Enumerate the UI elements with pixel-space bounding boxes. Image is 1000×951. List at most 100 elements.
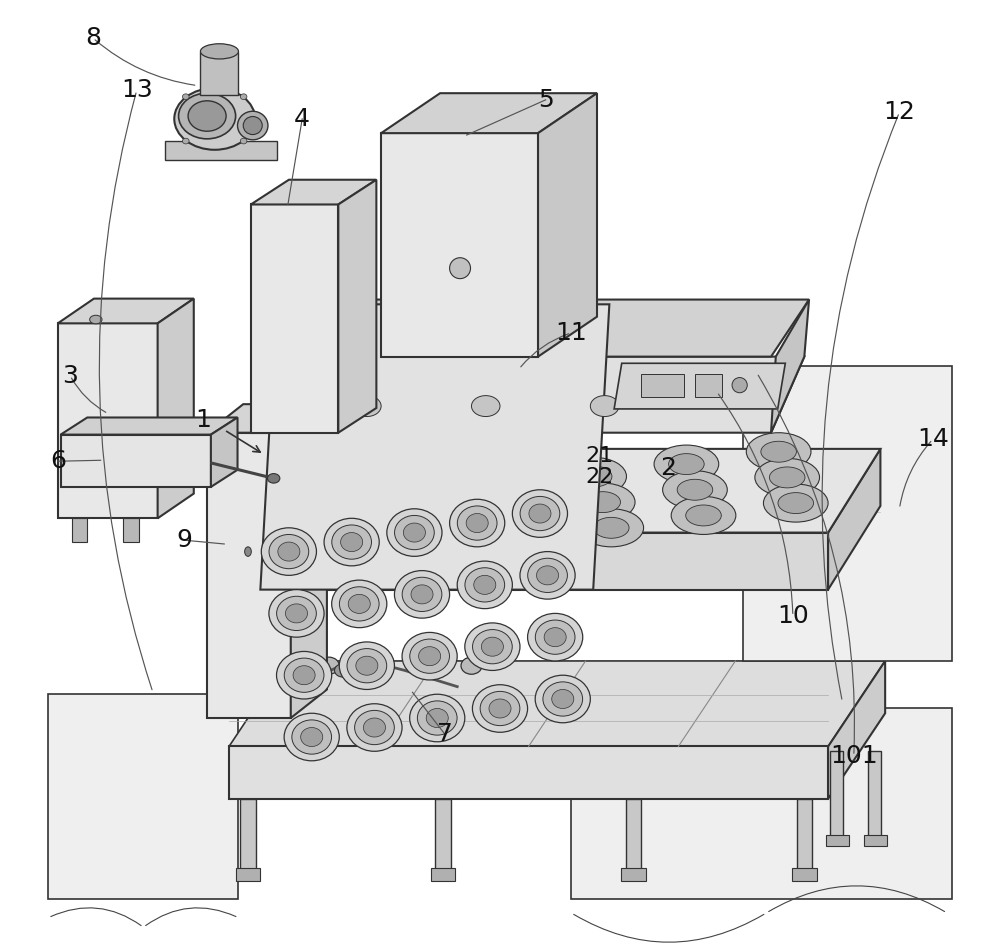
Polygon shape	[291, 404, 327, 718]
Polygon shape	[743, 366, 952, 661]
Ellipse shape	[245, 547, 251, 556]
Ellipse shape	[339, 587, 379, 621]
Polygon shape	[48, 694, 238, 899]
Ellipse shape	[593, 517, 629, 538]
Ellipse shape	[188, 101, 226, 131]
Polygon shape	[251, 180, 376, 204]
Bar	[72, 518, 87, 542]
Ellipse shape	[669, 454, 704, 475]
Ellipse shape	[341, 533, 363, 552]
Polygon shape	[828, 661, 885, 799]
Bar	[165, 141, 277, 160]
Ellipse shape	[403, 523, 425, 542]
Ellipse shape	[487, 521, 551, 559]
Bar	[695, 374, 722, 397]
Polygon shape	[229, 661, 885, 747]
Ellipse shape	[465, 568, 505, 602]
Ellipse shape	[182, 94, 189, 100]
Ellipse shape	[373, 657, 390, 670]
Ellipse shape	[671, 496, 736, 534]
Bar	[626, 799, 641, 870]
Polygon shape	[571, 708, 952, 899]
Text: 5: 5	[538, 87, 554, 112]
Ellipse shape	[520, 552, 575, 599]
Text: 2: 2	[660, 456, 676, 480]
Polygon shape	[381, 133, 538, 357]
Ellipse shape	[356, 656, 378, 675]
Polygon shape	[538, 93, 597, 357]
Bar	[260, 533, 828, 590]
Text: 6: 6	[50, 449, 66, 474]
Ellipse shape	[472, 685, 528, 732]
Ellipse shape	[543, 682, 583, 716]
Ellipse shape	[520, 496, 560, 531]
Ellipse shape	[269, 590, 324, 637]
Ellipse shape	[238, 111, 268, 140]
Ellipse shape	[528, 558, 567, 592]
Ellipse shape	[450, 258, 471, 279]
Ellipse shape	[347, 704, 402, 751]
Text: 8: 8	[85, 26, 101, 50]
Ellipse shape	[410, 639, 449, 673]
Ellipse shape	[663, 471, 727, 509]
Ellipse shape	[478, 495, 543, 534]
Text: 21: 21	[586, 446, 614, 467]
Ellipse shape	[769, 467, 805, 488]
Bar	[229, 746, 828, 799]
Ellipse shape	[457, 506, 497, 540]
Ellipse shape	[535, 675, 590, 723]
Ellipse shape	[501, 530, 537, 551]
Ellipse shape	[413, 657, 434, 674]
Ellipse shape	[332, 525, 372, 559]
Ellipse shape	[481, 637, 503, 656]
Ellipse shape	[585, 492, 620, 513]
Ellipse shape	[409, 542, 445, 563]
Ellipse shape	[746, 433, 811, 471]
Polygon shape	[260, 304, 609, 590]
Ellipse shape	[348, 594, 370, 613]
Ellipse shape	[778, 493, 814, 514]
Bar	[826, 835, 849, 846]
Ellipse shape	[240, 138, 247, 144]
Ellipse shape	[332, 580, 387, 628]
Ellipse shape	[537, 566, 559, 585]
Polygon shape	[277, 357, 804, 433]
Ellipse shape	[339, 642, 394, 689]
Bar	[621, 868, 646, 881]
Ellipse shape	[529, 504, 551, 523]
Ellipse shape	[277, 596, 316, 631]
Ellipse shape	[353, 396, 381, 417]
Ellipse shape	[755, 458, 820, 496]
Ellipse shape	[269, 534, 309, 569]
Ellipse shape	[400, 516, 436, 537]
Ellipse shape	[590, 396, 619, 417]
Ellipse shape	[457, 561, 512, 609]
Polygon shape	[207, 404, 327, 433]
Ellipse shape	[528, 613, 583, 661]
Ellipse shape	[761, 441, 796, 462]
Text: 11: 11	[555, 320, 587, 345]
Text: 7: 7	[437, 722, 453, 747]
Ellipse shape	[300, 503, 335, 524]
Ellipse shape	[417, 701, 457, 735]
Text: 12: 12	[883, 100, 915, 125]
Text: 14: 14	[917, 427, 949, 452]
Polygon shape	[251, 204, 338, 433]
Polygon shape	[381, 93, 597, 133]
Ellipse shape	[484, 478, 520, 499]
Ellipse shape	[335, 664, 352, 677]
Ellipse shape	[535, 620, 575, 654]
Bar	[797, 799, 812, 870]
Ellipse shape	[474, 575, 496, 594]
Ellipse shape	[763, 484, 828, 522]
Ellipse shape	[450, 499, 505, 547]
Text: 101: 101	[830, 744, 878, 768]
Ellipse shape	[363, 718, 385, 737]
Ellipse shape	[465, 623, 520, 670]
Ellipse shape	[410, 694, 465, 742]
Ellipse shape	[277, 651, 332, 699]
Ellipse shape	[473, 630, 512, 664]
Bar	[200, 52, 238, 95]
Ellipse shape	[411, 585, 433, 604]
Ellipse shape	[461, 657, 482, 674]
